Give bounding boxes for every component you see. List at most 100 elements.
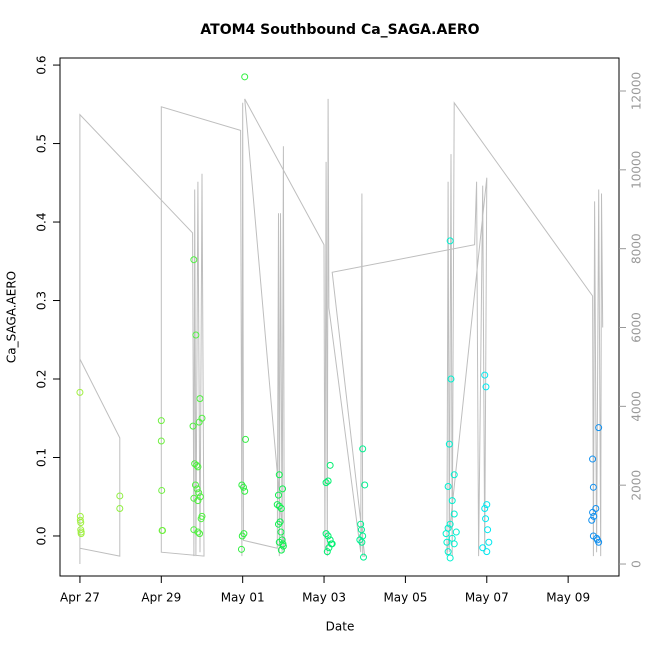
y2-tick-label: 6000 (630, 312, 644, 343)
data-point (483, 548, 491, 556)
data-point (446, 520, 454, 528)
data-point (444, 483, 452, 491)
data-point (323, 548, 331, 556)
data-point (322, 479, 330, 487)
data-point (190, 256, 198, 264)
data-point (482, 515, 490, 523)
data-point (275, 502, 283, 510)
data-point (76, 516, 84, 524)
y2-tick-label: 8000 (630, 233, 644, 264)
data-point (589, 483, 597, 491)
data-point (157, 437, 165, 445)
data-point (279, 540, 287, 548)
data-point (195, 489, 203, 497)
y2-tick-label: 10000 (630, 151, 644, 189)
data-point (116, 505, 124, 513)
data-point (356, 536, 364, 544)
data-point (277, 505, 285, 513)
data-point (324, 477, 332, 485)
data-point (443, 538, 451, 546)
data-point (358, 538, 366, 546)
data-point (479, 544, 487, 552)
data-point (196, 395, 204, 403)
data-point (484, 526, 492, 534)
data-point (322, 530, 330, 538)
data-point (450, 540, 458, 548)
data-point (275, 538, 283, 546)
x-tick-label: Apr 27 (60, 591, 100, 605)
data-point (482, 383, 490, 391)
data-point (241, 73, 249, 81)
data-point (361, 481, 369, 489)
data-point (452, 528, 460, 536)
data-point (277, 546, 285, 554)
data-point (275, 471, 283, 479)
data-point (158, 486, 166, 494)
y-axis-label: Ca_SAGA.AERO (5, 271, 19, 363)
data-point (77, 519, 85, 527)
data-point (193, 485, 201, 493)
data-point (194, 528, 202, 536)
data-point (196, 530, 204, 538)
y-tick-label: 0.0 (35, 526, 49, 545)
data-point (481, 505, 489, 513)
x-tick-label: May 07 (465, 591, 509, 605)
data-point (589, 455, 597, 463)
data-point (590, 512, 598, 520)
data-point (448, 497, 456, 505)
data-point (360, 553, 368, 561)
data-point (241, 487, 249, 495)
data-point (327, 540, 335, 548)
data-point (326, 536, 334, 544)
data-point (483, 501, 491, 509)
data-point (589, 508, 597, 516)
data-point (326, 461, 334, 469)
plot-box (59, 57, 620, 577)
data-point (447, 375, 455, 383)
data-point (195, 418, 203, 426)
data-point (194, 497, 202, 505)
y2-tick-label: 2000 (630, 470, 644, 501)
data-point (76, 388, 84, 396)
x-tick-label: May 01 (221, 591, 265, 605)
x-tick-label: May 05 (383, 591, 427, 605)
chart-title: ATOM4 Southbound Ca_SAGA.AERO (200, 22, 479, 38)
data-point (277, 528, 285, 536)
data-point (116, 492, 124, 500)
data-point (324, 532, 332, 540)
altitude-line (79, 98, 604, 564)
data-point (191, 481, 199, 489)
data-point (274, 491, 282, 499)
y-tick-label: 0.3 (35, 291, 49, 310)
data-point (450, 510, 458, 518)
data-point (595, 424, 603, 432)
x-tick-label: May 03 (302, 591, 346, 605)
data-point (444, 548, 452, 556)
data-point (446, 237, 454, 245)
data-point (189, 422, 197, 430)
data-point (194, 463, 202, 471)
data-point (359, 445, 367, 453)
data-point (192, 331, 200, 339)
data-point (273, 501, 281, 509)
data-point (159, 526, 167, 534)
y-tick-label: 0.6 (35, 56, 49, 75)
data-point (595, 538, 603, 546)
data-point (239, 483, 247, 491)
data-point (77, 526, 85, 534)
x-axis-label: Date (326, 620, 355, 634)
data-point (442, 530, 450, 538)
data-point (193, 461, 201, 469)
x-tick-label: Apr 29 (141, 591, 181, 605)
data-point (242, 435, 250, 443)
data-point (238, 532, 246, 540)
data-point (485, 538, 493, 546)
data-point (588, 516, 596, 524)
data-point (446, 554, 454, 562)
data-point (274, 520, 282, 528)
data-point (450, 471, 458, 479)
data-point (481, 371, 489, 379)
data-point (237, 545, 245, 553)
data-point (157, 417, 165, 425)
